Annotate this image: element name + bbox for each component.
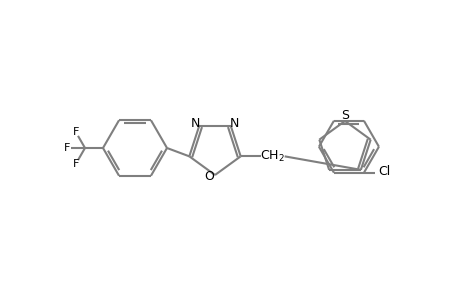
Text: F: F [64,143,70,153]
Text: Cl: Cl [378,165,390,178]
Text: F: F [73,159,79,169]
Text: N: N [230,117,239,130]
Text: N: N [190,117,199,130]
Text: CH$_2$: CH$_2$ [260,149,285,164]
Text: S: S [340,109,348,122]
Text: F: F [73,128,79,137]
Text: O: O [204,170,213,184]
